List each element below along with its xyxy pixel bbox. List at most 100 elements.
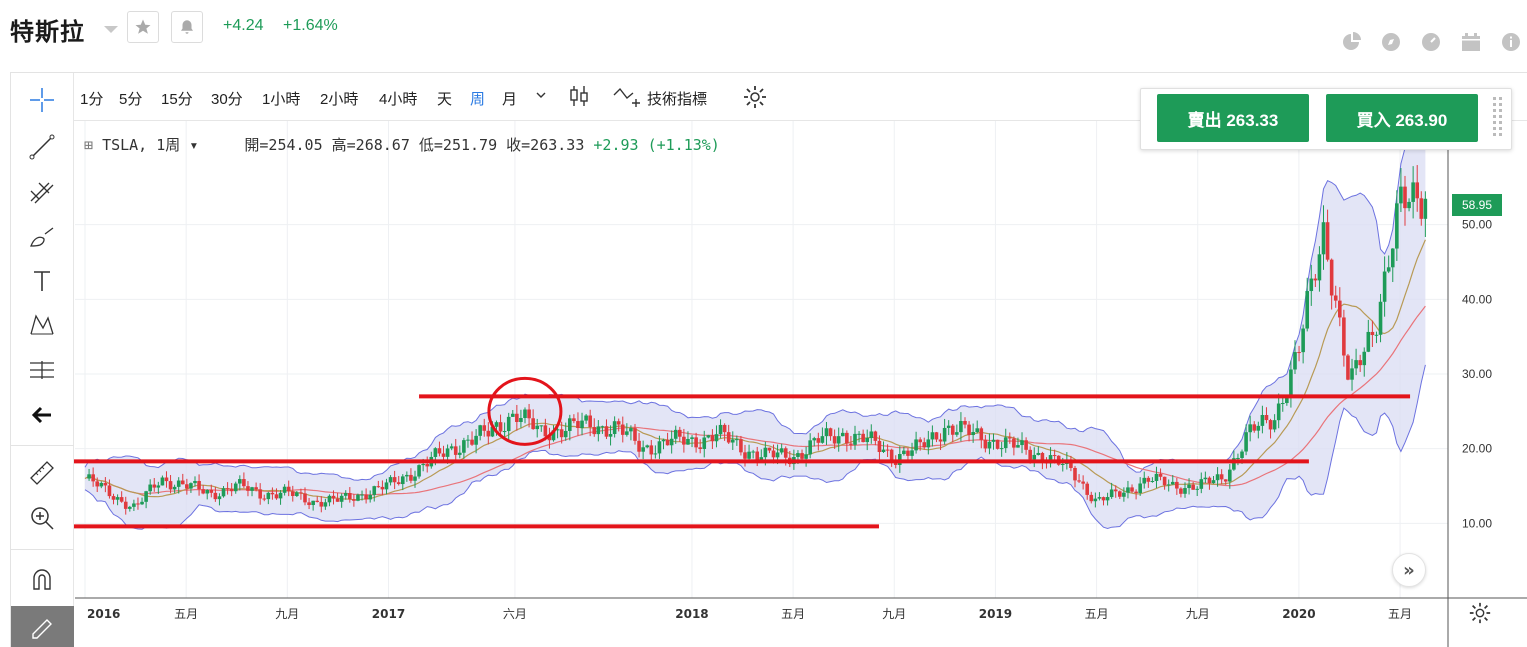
interval-week[interactable]: 周 (470, 91, 486, 108)
interval-15m[interactable]: 15分 (161, 91, 193, 108)
candle-body (1069, 459, 1073, 468)
sell-button[interactable]: 賣出 263.33 (1157, 94, 1309, 142)
back-arrow-icon[interactable] (25, 398, 59, 432)
candle-body (1329, 259, 1334, 296)
candle-body (1166, 484, 1171, 486)
interval-day[interactable]: 天 (437, 91, 453, 108)
expand-icon[interactable]: ⊞ (84, 136, 94, 154)
ruler-icon[interactable] (25, 456, 59, 490)
trend-line-icon[interactable] (25, 130, 59, 164)
brush-icon[interactable] (25, 220, 59, 254)
candle-body (246, 486, 250, 491)
candle-body (718, 424, 723, 435)
buy-button[interactable]: 買入 263.90 (1326, 94, 1478, 142)
gauge-icon[interactable] (1419, 30, 1443, 54)
time-tick-label: 2016 (87, 607, 120, 621)
time-tick-label: 五月 (781, 607, 805, 621)
candle-body (1020, 440, 1024, 446)
chevron-down-icon[interactable]: ▾ (189, 136, 199, 154)
candle-body (519, 417, 523, 422)
interval-2h[interactable]: 2小時 (320, 91, 359, 108)
candle-body (1264, 415, 1269, 421)
chevron-down-icon[interactable] (534, 87, 548, 106)
favorite-button[interactable] (127, 11, 159, 43)
settings-gear-icon[interactable] (742, 84, 768, 114)
candle-body (1272, 420, 1277, 430)
chevron-down-icon[interactable] (104, 26, 118, 33)
page-title: 特斯拉 (10, 18, 85, 46)
compass-icon[interactable] (1379, 30, 1403, 54)
candle-body (421, 464, 425, 466)
position-icon[interactable] (25, 353, 59, 387)
interval-1m[interactable]: 1分 (80, 91, 104, 108)
candle-body (1028, 449, 1032, 460)
interval-1h[interactable]: 1小時 (262, 91, 301, 108)
text-tool-icon[interactable] (25, 264, 59, 298)
candle-body (706, 435, 711, 438)
candle-body (343, 493, 348, 496)
candle-body (360, 494, 364, 496)
candle-body (172, 486, 177, 490)
candle-body (1248, 424, 1252, 433)
calendar-icon[interactable] (1459, 30, 1483, 54)
price-tick-label: 20.00 (1462, 442, 1492, 456)
candle-body (531, 418, 535, 430)
scroll-to-latest-button[interactable]: » (1392, 553, 1426, 587)
candle-body (698, 447, 702, 449)
candle-body (702, 437, 707, 449)
pie-chart-icon[interactable] (1339, 30, 1363, 54)
candle-body (641, 447, 645, 452)
candle-body (180, 480, 185, 485)
drag-handle-icon[interactable] (1491, 95, 1505, 143)
interval-4h[interactable]: 4小時 (379, 91, 418, 108)
candlestick-icon[interactable] (568, 84, 590, 112)
indicators-button[interactable]: 技術指標 (647, 91, 708, 108)
drawing-toolbar (11, 73, 74, 647)
candle-body (751, 451, 755, 453)
crosshair-icon[interactable] (25, 83, 59, 117)
candle-body (400, 476, 405, 485)
candle-body (152, 484, 157, 488)
candle-body (1346, 355, 1350, 380)
candle-body (1134, 491, 1138, 493)
interval-30m[interactable]: 30分 (211, 91, 243, 108)
candle-body (653, 453, 658, 455)
candle-body (1113, 489, 1118, 492)
magnet-icon[interactable] (25, 563, 59, 597)
candle-body (494, 422, 499, 427)
fib-icon[interactable] (25, 175, 59, 209)
candle-body (551, 430, 556, 441)
candle-body (262, 498, 267, 500)
lock-tools-button[interactable] (11, 606, 74, 647)
candle-body (922, 442, 927, 448)
candle-body (995, 439, 1000, 449)
candle-body (771, 450, 776, 458)
candle-body (405, 474, 409, 477)
candle-body (1228, 469, 1232, 482)
candle-body (168, 481, 173, 490)
candle-body (1016, 445, 1020, 448)
interval-5m[interactable]: 5分 (119, 91, 143, 108)
candle-body (722, 424, 727, 433)
zoom-in-icon[interactable] (25, 501, 59, 535)
candle-body (853, 433, 857, 445)
symbol-label[interactable]: TSLA, 1周 (102, 136, 181, 154)
candle-body (453, 446, 458, 455)
candle-body (1109, 489, 1114, 498)
indicators-icon[interactable] (612, 85, 642, 111)
candle-body (796, 453, 800, 458)
candle-body (1382, 271, 1387, 302)
candle-body (759, 457, 764, 460)
candle-body (1354, 360, 1358, 369)
alert-button[interactable] (171, 11, 203, 43)
candle-body (600, 426, 605, 428)
band-lower-line (84, 364, 1426, 530)
pattern-icon[interactable] (25, 308, 59, 342)
candle-body (315, 500, 320, 502)
candle-body (278, 492, 283, 499)
candle-body (1052, 455, 1057, 457)
info-icon[interactable] (1499, 30, 1523, 54)
interval-month[interactable]: 月 (502, 91, 518, 108)
axis-settings-icon[interactable] (1468, 601, 1492, 625)
